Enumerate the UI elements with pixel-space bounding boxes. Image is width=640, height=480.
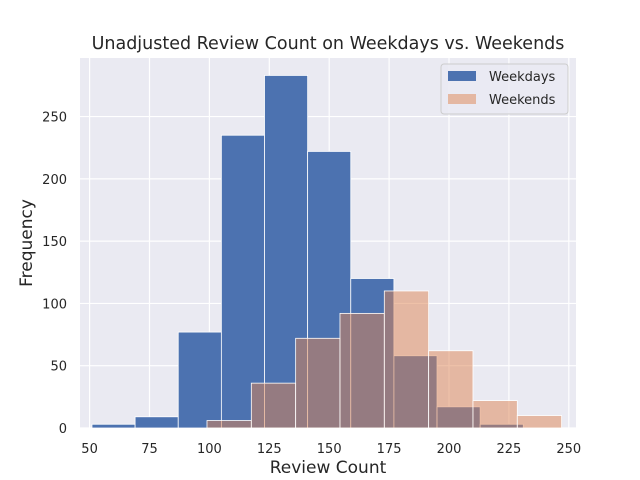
bar-weekdays [220,134,265,429]
legend-label-weekends: Weekends [489,93,556,108]
y-tick-label: 150 [42,235,67,250]
bar-weekends [339,312,385,429]
bars [91,75,563,429]
y-tick-label: 50 [50,360,67,375]
legend-label-weekdays: Weekdays [489,70,556,85]
x-tick-label: 225 [496,442,521,457]
chart-title: Unadjusted Review Count on Weekdays vs. … [92,34,565,54]
bar-weekends [472,400,518,429]
legend-swatch-weekends [448,94,476,104]
x-tick-label: 175 [377,442,402,457]
y-tick-label: 250 [42,111,67,126]
x-tick-label: 200 [437,442,462,457]
legend-swatch-weekdays [448,71,476,81]
bar-weekends [383,290,430,429]
x-tick-label: 250 [556,442,581,457]
x-tick-label: 150 [317,442,342,457]
bar-weekdays [177,331,222,429]
bar-weekdays [134,416,179,429]
bar-weekends [206,420,252,429]
bar-weekdays [91,423,136,429]
y-tick-label: 200 [42,173,67,188]
y-axis-label: Frequency [17,199,37,287]
x-axis-label: Review Count [270,458,387,478]
bar-weekends [516,415,563,429]
x-tick-label: 125 [257,442,282,457]
legend: Weekdays Weekends [440,63,569,115]
y-tick-label: 0 [59,422,67,437]
y-tick-label: 100 [42,297,67,312]
bar-weekends [428,350,474,429]
bar-weekends [295,337,341,429]
bar-weekends [250,382,297,429]
x-tick-label: 100 [197,442,222,457]
x-tick-label: 50 [81,442,98,457]
tick-labels: 50 75 100 125 150 175 200 225 250 0 50 100 150 200 250 [42,111,581,457]
x-tick-label: 75 [141,442,158,457]
